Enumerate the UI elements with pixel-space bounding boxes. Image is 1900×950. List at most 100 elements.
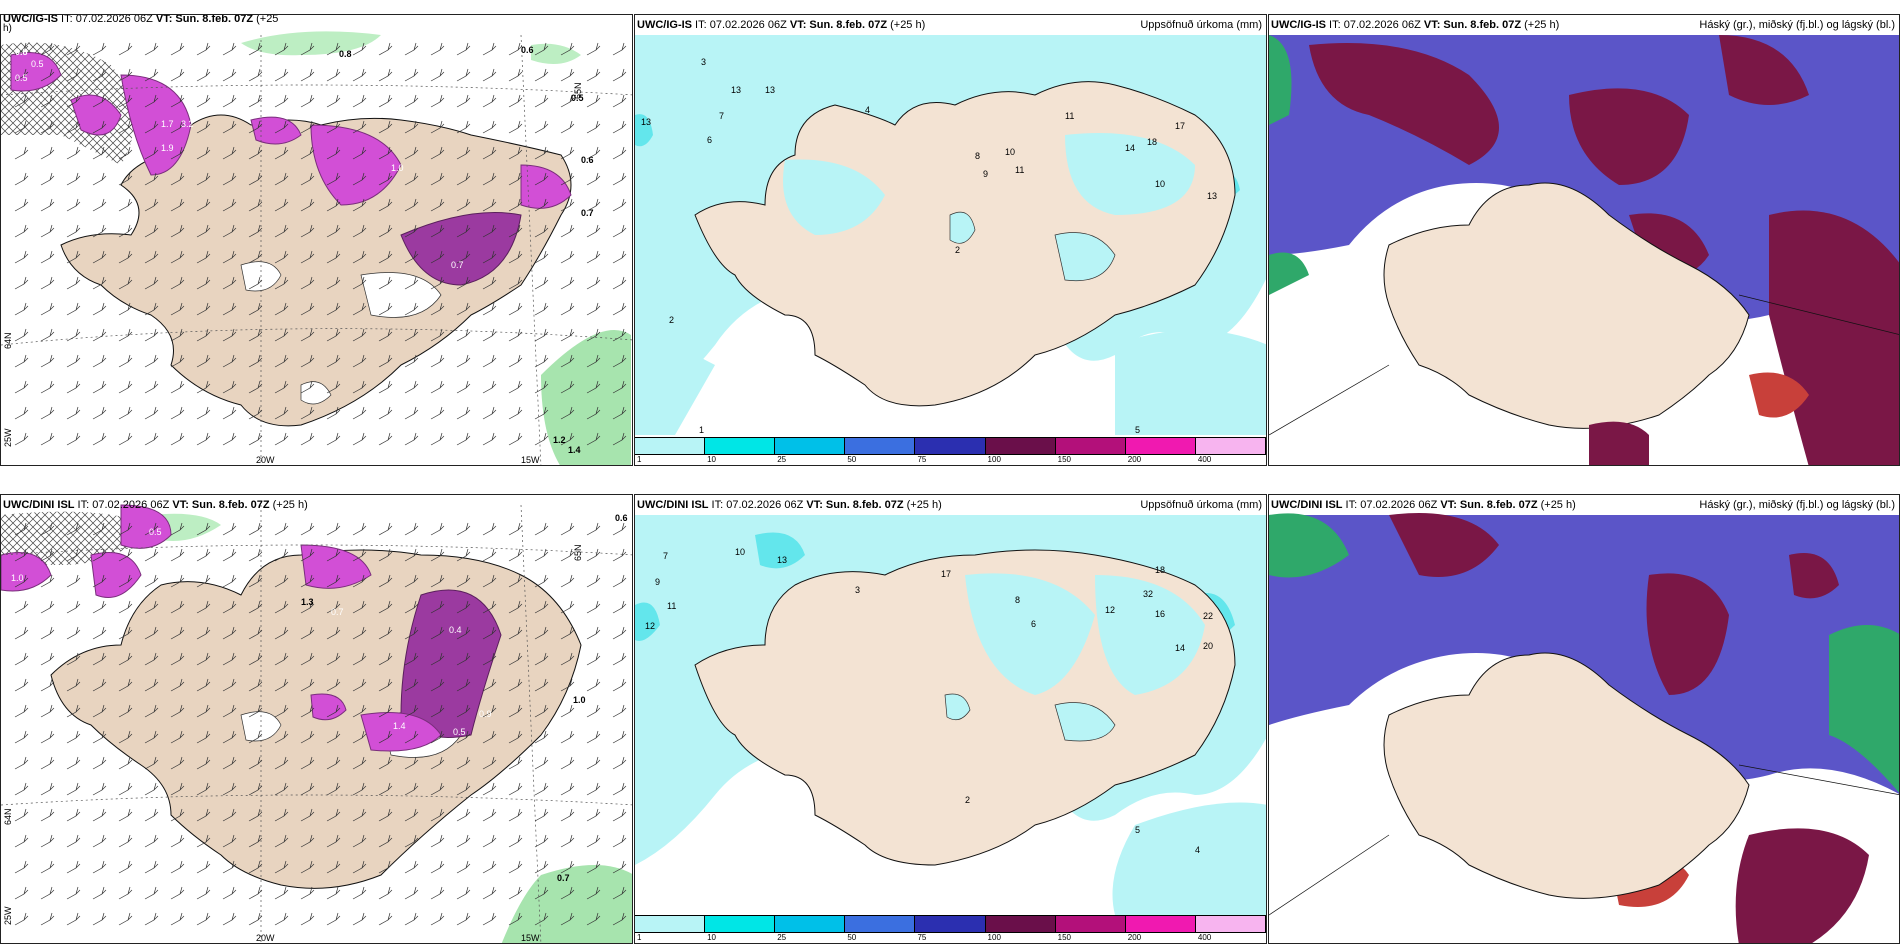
wind-barb (196, 94, 211, 108)
wind-barb (508, 522, 523, 536)
wind-barb (404, 198, 419, 212)
wind-barb (14, 120, 29, 134)
wind-barb (300, 42, 315, 56)
wind-barb (118, 42, 133, 56)
wind-barb (300, 432, 315, 446)
wind-barb (222, 626, 237, 640)
wind-barb (378, 834, 393, 848)
wind-barb (222, 522, 237, 536)
wind-barb (300, 406, 315, 420)
wind-barb (612, 626, 627, 640)
wind-barb (92, 120, 107, 134)
wind-barb (482, 808, 497, 822)
wind-barb (508, 380, 523, 394)
wind-barb (144, 574, 159, 588)
wind-barb (326, 146, 341, 160)
wind-barb (534, 704, 549, 718)
value-label: 6 (707, 135, 713, 145)
wind-barb (274, 704, 289, 718)
wind-barb (196, 626, 211, 640)
wind-barb (300, 886, 315, 900)
wind-barb (222, 172, 237, 186)
wind-barb (534, 652, 549, 666)
wind-barb (534, 522, 549, 536)
wind-barb (14, 548, 29, 562)
wind-barb (118, 756, 133, 770)
wind-barb (118, 730, 133, 744)
wind-barb (352, 756, 367, 770)
wind-barb (326, 834, 341, 848)
wind-barb (352, 302, 367, 316)
wind-barb (482, 120, 497, 134)
wind-barb (482, 548, 497, 562)
wind-barb (352, 354, 367, 368)
wind-barb (40, 68, 55, 82)
wind-barb (118, 652, 133, 666)
wind-barb (586, 302, 601, 316)
wind-barb (196, 678, 211, 692)
value-label: 10 (1155, 179, 1166, 189)
wind-barb (612, 678, 627, 692)
wind-barb (248, 860, 263, 874)
wind-barb (196, 574, 211, 588)
wind-barb (40, 276, 55, 290)
wind-barb (196, 432, 211, 446)
wind-barb (40, 548, 55, 562)
wind-barb (196, 756, 211, 770)
colorbar-swatch (985, 916, 1056, 932)
wind-barb (560, 250, 575, 264)
wind-barb (430, 328, 445, 342)
wind-barb (248, 912, 263, 926)
wind-barb (274, 380, 289, 394)
wind-barb (300, 834, 315, 848)
wind-barb (612, 276, 627, 290)
wind-barb (196, 522, 211, 536)
wind-barb (508, 834, 523, 848)
wind-barb (300, 380, 315, 394)
wind-barb (14, 302, 29, 316)
wind-barb (144, 548, 159, 562)
wind-barb (482, 328, 497, 342)
wind-barb (482, 834, 497, 848)
wind-barb (612, 548, 627, 562)
header-valid-time: VT: Sun. 8.feb. 07Z (172, 499, 270, 511)
wind-barb (222, 704, 237, 718)
value-label: 11 (1015, 165, 1025, 175)
colorbar-tick-label: 1 (637, 933, 642, 942)
wind-barb (560, 354, 575, 368)
wind-barb (534, 730, 549, 744)
wind-barb (378, 704, 393, 718)
wind-barb (170, 678, 185, 692)
wind-barb (456, 886, 471, 900)
wind-barb (456, 224, 471, 238)
wind-barb (456, 522, 471, 536)
wind-barb (482, 146, 497, 160)
wind-barb (144, 198, 159, 212)
wind-barb (14, 756, 29, 770)
wind-barb (222, 808, 237, 822)
wind-barb (14, 860, 29, 874)
lat-label: 25W (3, 906, 13, 925)
wind-barb (508, 782, 523, 796)
wind-barb (222, 548, 237, 562)
wind-barb (508, 94, 523, 108)
wind-barb (196, 782, 211, 796)
wind-barb (274, 406, 289, 420)
value-label: 1.4 (568, 445, 581, 455)
wind-barb (352, 146, 367, 160)
value-label: 0.7 (451, 260, 464, 270)
wind-barb (586, 354, 601, 368)
wind-barb (118, 68, 133, 82)
wind-barb (248, 730, 263, 744)
wind-barb (92, 808, 107, 822)
wind-barb (196, 548, 211, 562)
wind-barb (378, 756, 393, 770)
wind-barb (144, 432, 159, 446)
wind-barb (14, 354, 29, 368)
value-label: 1.7 (161, 119, 174, 129)
wind-barb (404, 68, 419, 82)
wind-barb (534, 574, 549, 588)
header-valid-time: VT: Sun. 8.feb. 07Z (1423, 19, 1522, 31)
wind-barb (274, 276, 289, 290)
wind-barb (534, 912, 549, 926)
